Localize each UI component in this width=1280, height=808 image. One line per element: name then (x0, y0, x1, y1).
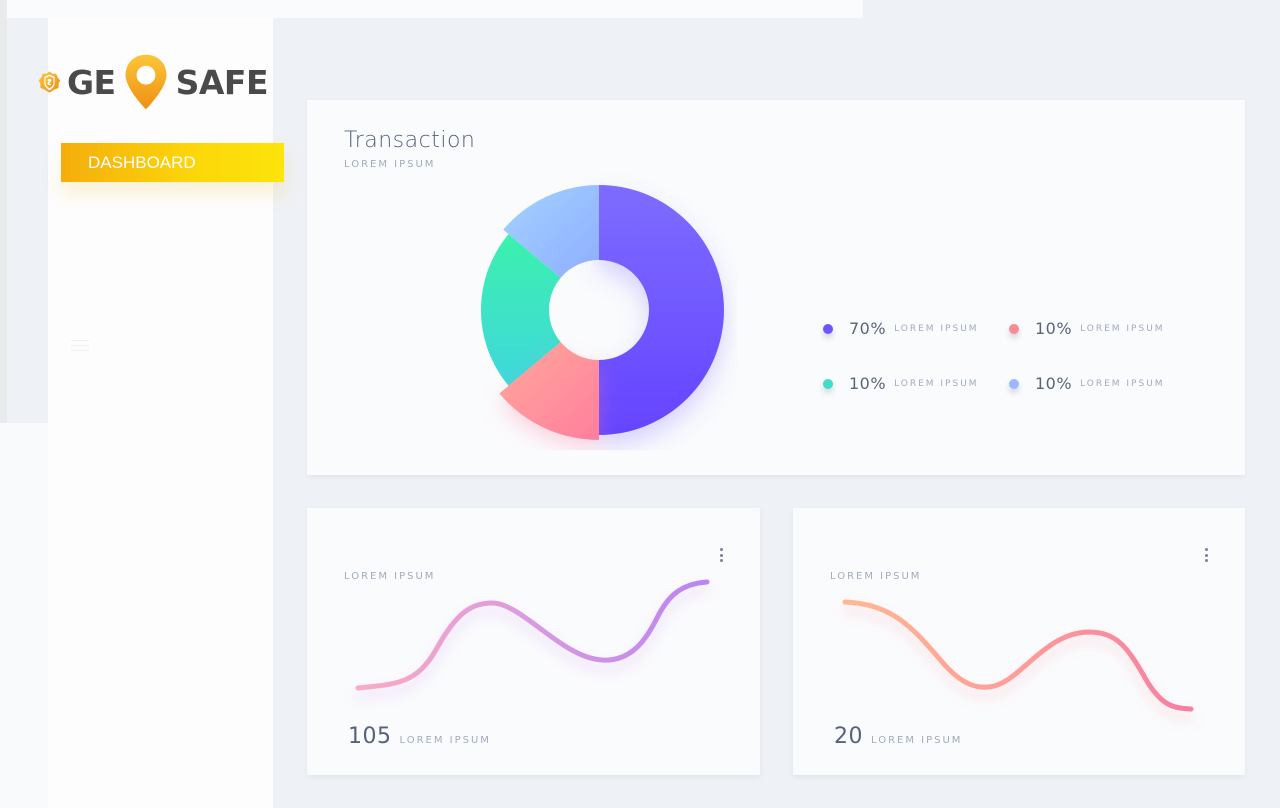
top-strip (0, 0, 863, 18)
logo[interactable]: GE SAFE (38, 52, 269, 112)
logo-text-left: GE (66, 62, 116, 102)
card-subtitle: LOREM IPSUM (344, 159, 436, 170)
legend-label: LOREM IPSUM (1080, 323, 1165, 334)
sidebar-item-dashboard[interactable]: DASHBOARD (61, 143, 284, 182)
card-label: LOREM IPSUM (344, 571, 436, 582)
card-title: Transaction (344, 128, 476, 153)
legend-dot (1009, 378, 1019, 389)
stat: 105 LOREM IPSUM (348, 724, 491, 749)
donut-slice (503, 185, 599, 278)
legend-label: LOREM IPSUM (894, 378, 979, 389)
stat-value: 20 (834, 724, 863, 749)
more-options-icon[interactable] (714, 546, 728, 564)
more-options-icon[interactable] (1199, 546, 1213, 564)
stat-label: LOREM IPSUM (399, 735, 491, 746)
logo-text: GE SAFE (66, 53, 269, 111)
shield-logo-icon (38, 71, 61, 93)
logo-text-right: SAFE (175, 62, 269, 102)
legend-dot (823, 378, 833, 389)
map-pin-icon (125, 54, 167, 110)
legend-dot (1009, 323, 1019, 334)
card-label: LOREM IPSUM (830, 571, 922, 582)
trend-line-chart (842, 599, 1194, 712)
legend-item: 10% LOREM IPSUM (1009, 374, 1165, 393)
stat-label: LOREM IPSUM (871, 735, 963, 746)
donut-slice (599, 185, 724, 435)
menu-icon[interactable] (71, 340, 89, 352)
donut-chart (481, 185, 724, 440)
sidebar-item-label: DASHBOARD (88, 153, 196, 172)
legend-item: 10% LOREM IPSUM (823, 374, 979, 393)
legend-value: 10% (1035, 374, 1073, 393)
stats-card-2: LOREM IPSUM 20 LOREM IPSUM (793, 508, 1245, 775)
transaction-card: Transaction LOREM IPSUM 7 (307, 100, 1245, 475)
legend-label: LOREM IPSUM (894, 323, 979, 334)
legend-label: LOREM IPSUM (1080, 378, 1165, 389)
legend-item: 70% LOREM IPSUM (823, 319, 979, 338)
legend-item: 10% LOREM IPSUM (1009, 319, 1165, 338)
stat-value: 105 (348, 724, 392, 749)
trend-line-chart (355, 579, 710, 691)
legend-value: 10% (849, 374, 887, 393)
left-edge (0, 0, 7, 423)
donut-slice (499, 342, 599, 440)
stat: 20 LOREM IPSUM (834, 724, 962, 749)
legend-value: 70% (849, 319, 887, 338)
sidebar (48, 18, 273, 808)
donut-slice (481, 234, 561, 386)
legend-dot (823, 323, 833, 334)
stats-card-1: LOREM IPSUM 105 LOREM IPSUM (307, 508, 760, 775)
legend-value: 10% (1035, 319, 1073, 338)
